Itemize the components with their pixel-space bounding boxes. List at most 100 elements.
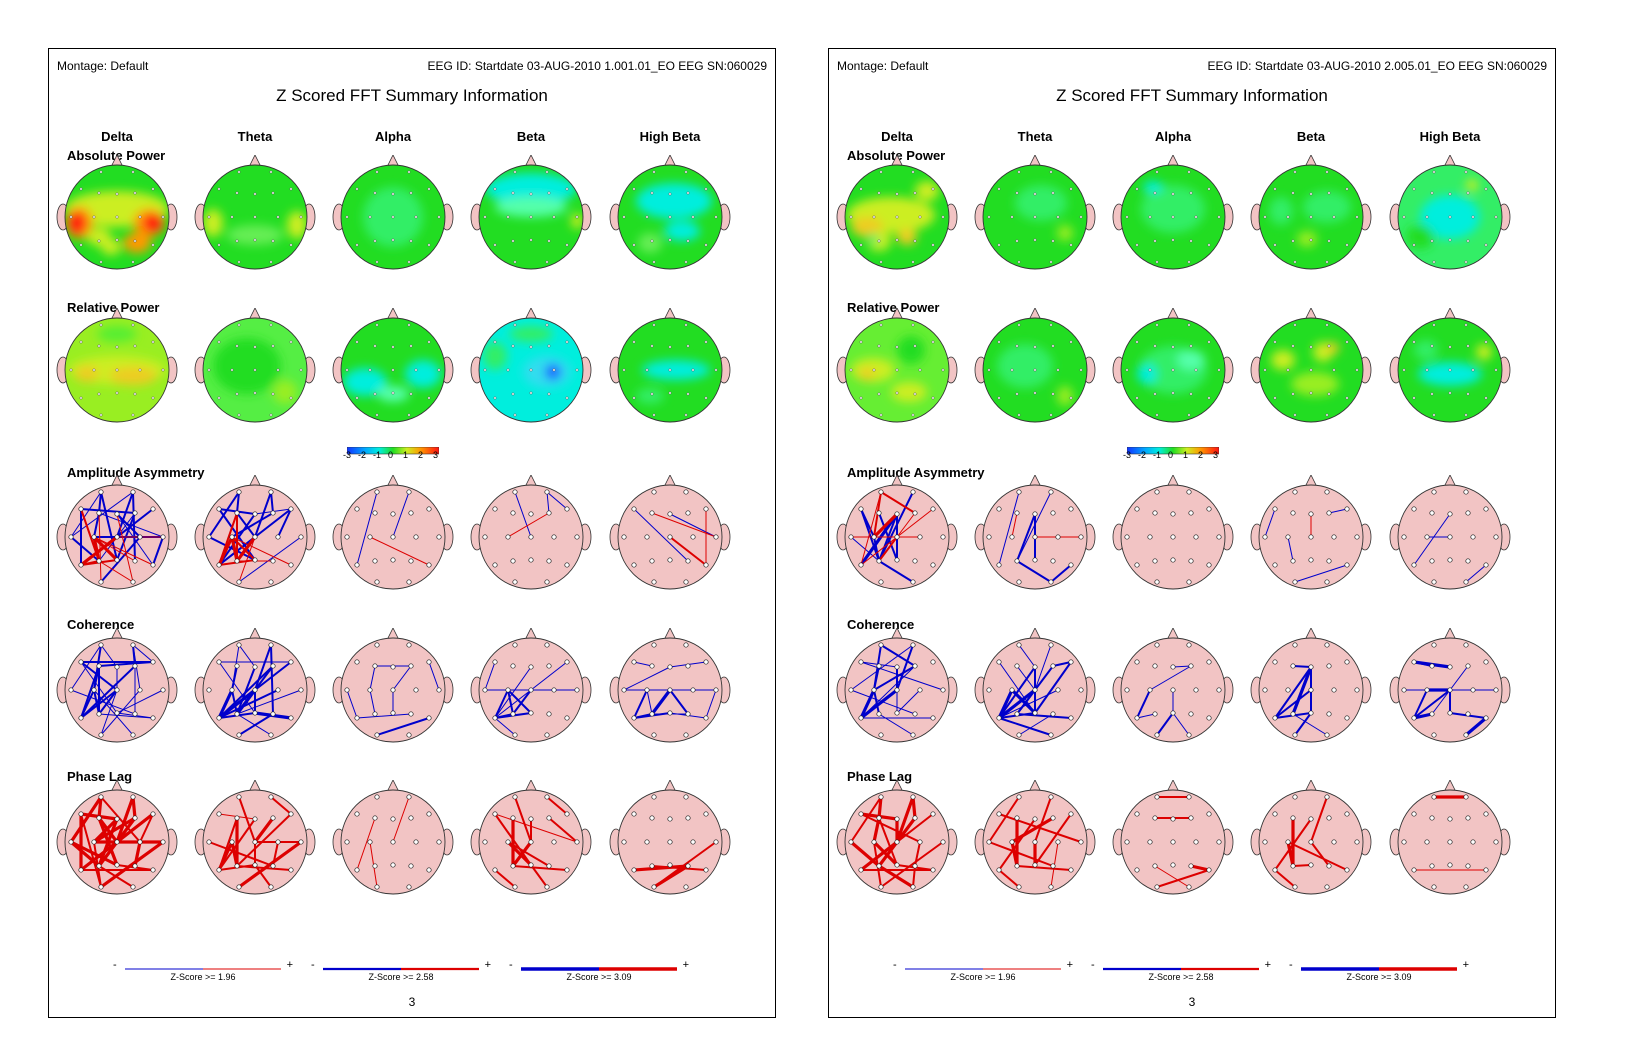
electrode-dot bbox=[114, 710, 120, 716]
electrode-dot bbox=[858, 867, 864, 873]
electrode-dot bbox=[564, 659, 570, 665]
electrode-dot bbox=[1048, 642, 1054, 648]
electrode-dot bbox=[1188, 815, 1194, 821]
electrode-dot bbox=[1292, 884, 1298, 890]
electrode-dot bbox=[512, 489, 518, 495]
electrode-dot bbox=[236, 489, 242, 495]
color-scale-tick-label: -1 bbox=[1153, 450, 1162, 460]
electrode-dot bbox=[1189, 239, 1193, 243]
electrode-dot bbox=[98, 642, 104, 648]
electrode-dot bbox=[1015, 239, 1019, 243]
electrode-dot bbox=[652, 170, 656, 174]
electrode-dot bbox=[1308, 664, 1314, 670]
electrode-dot bbox=[1170, 557, 1176, 563]
head-coherence-delta bbox=[832, 628, 962, 752]
electrode-dot bbox=[1148, 368, 1152, 372]
electrode-dot bbox=[930, 867, 936, 873]
head-outline bbox=[64, 317, 170, 423]
topomap-region bbox=[213, 338, 281, 394]
electrode-dot bbox=[703, 867, 709, 873]
electrode-dot bbox=[409, 392, 413, 396]
electrode-dot bbox=[894, 862, 900, 868]
electrode-dot bbox=[1148, 215, 1152, 219]
electrode-dot bbox=[1273, 396, 1277, 400]
negative-connection bbox=[878, 560, 914, 583]
electrode-dot bbox=[375, 413, 379, 417]
head-coherence-beta bbox=[1246, 628, 1376, 752]
electrode-dot bbox=[1134, 659, 1140, 665]
head-amplitude-asymmetry-theta bbox=[190, 475, 320, 599]
positive-connection bbox=[1016, 865, 1072, 871]
electrode-dot bbox=[1135, 187, 1139, 191]
electrode-dot bbox=[79, 396, 83, 400]
electrode-dot bbox=[565, 187, 569, 191]
electrode-dot bbox=[714, 368, 718, 372]
head-phase-lag-alpha bbox=[1108, 780, 1238, 904]
electrode-dot bbox=[1014, 815, 1020, 821]
electrode-dot bbox=[879, 260, 883, 264]
electrode-dot bbox=[492, 659, 498, 665]
electrode-dot bbox=[1402, 368, 1406, 372]
negative-connection bbox=[633, 661, 653, 667]
negative-connection bbox=[356, 491, 378, 566]
electrode-dot bbox=[137, 687, 143, 693]
negative-connection bbox=[238, 644, 256, 668]
electrode-dot bbox=[1447, 534, 1453, 540]
electrode-dot bbox=[1154, 732, 1160, 738]
electrode-dot bbox=[355, 340, 359, 344]
head-outline bbox=[1258, 164, 1364, 270]
electrode-dot bbox=[1056, 215, 1060, 219]
head-outline bbox=[1120, 317, 1226, 423]
electrode-dot bbox=[114, 511, 120, 517]
head-diagram bbox=[836, 308, 958, 423]
positive-connection bbox=[392, 796, 410, 843]
electrode-dot bbox=[1429, 663, 1435, 669]
electrode-dot bbox=[1273, 187, 1277, 191]
negative-connection bbox=[998, 661, 1036, 714]
electrode-dot bbox=[367, 687, 373, 693]
negative-connection bbox=[1413, 661, 1433, 667]
electrode-dot bbox=[115, 391, 119, 395]
page-left: Montage: Default EEG ID: Startdate 03-AU… bbox=[48, 48, 776, 1018]
legend-line bbox=[1301, 967, 1457, 971]
electrode-dot bbox=[1431, 732, 1437, 738]
electrode-dot bbox=[1171, 368, 1175, 372]
electrode-dot bbox=[1463, 642, 1469, 648]
positive-connection bbox=[93, 536, 154, 566]
positive-connection bbox=[1011, 512, 1018, 538]
head-diagram bbox=[1112, 308, 1234, 423]
electrode-dot bbox=[1193, 687, 1199, 693]
electrode-dot bbox=[918, 215, 922, 219]
electrode-dot bbox=[1050, 663, 1056, 669]
negative-connection bbox=[1018, 713, 1054, 736]
electrode-dot bbox=[1448, 345, 1452, 349]
electrode-dot bbox=[931, 243, 935, 247]
electrode-dot bbox=[426, 659, 432, 665]
positive-connection bbox=[254, 864, 272, 888]
electrode-dot bbox=[206, 839, 212, 845]
electrode-dot bbox=[1447, 687, 1453, 693]
electrode-dot bbox=[1411, 811, 1417, 817]
electrode-dot bbox=[375, 260, 379, 264]
electrode-dot bbox=[413, 839, 419, 845]
negative-connection bbox=[98, 512, 164, 538]
negative-connection bbox=[1050, 564, 1072, 583]
positive-connection bbox=[1310, 841, 1330, 867]
head-relative-power-beta bbox=[1246, 308, 1376, 432]
electrode-dot bbox=[268, 794, 274, 800]
electrode-dot bbox=[390, 534, 396, 540]
electrode-dot bbox=[1465, 558, 1471, 564]
electrode-dot bbox=[1152, 711, 1158, 717]
electrode-dot bbox=[913, 191, 917, 195]
electrode-dot bbox=[138, 368, 142, 372]
electrode-dot bbox=[1326, 863, 1332, 869]
electrode-dot bbox=[276, 368, 280, 372]
legend-plus-sign: + bbox=[1264, 959, 1271, 971]
electrode-dot bbox=[1291, 239, 1295, 243]
electrode-dot bbox=[1292, 642, 1298, 648]
electrode-dot bbox=[1494, 215, 1498, 219]
head-phase-lag-theta bbox=[970, 780, 1100, 904]
electrode-dot bbox=[849, 368, 853, 372]
electrode-dot bbox=[1308, 534, 1314, 540]
electrode-dot bbox=[427, 187, 431, 191]
